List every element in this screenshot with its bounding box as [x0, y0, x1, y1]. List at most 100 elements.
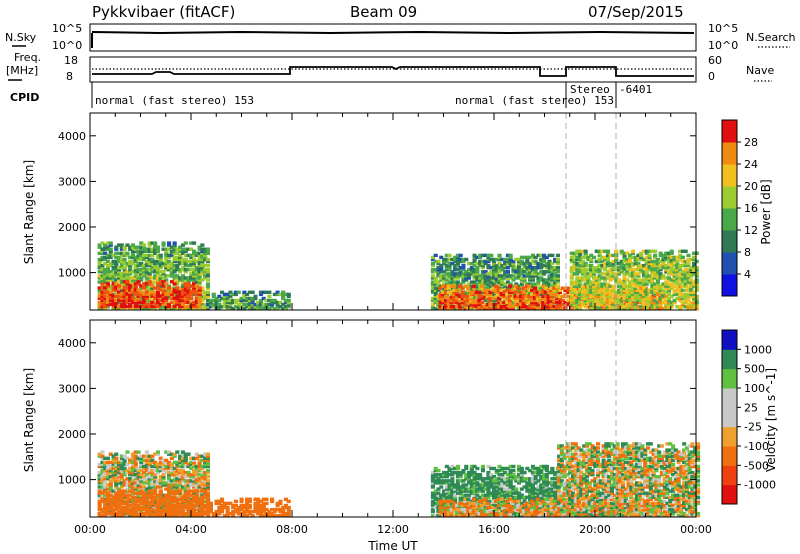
heatmap-cell — [103, 243, 108, 247]
heatmap-cell — [144, 491, 149, 495]
heatmap-cell — [155, 247, 160, 251]
heatmap-cell — [183, 296, 188, 300]
heatmap-cell — [694, 286, 699, 290]
heatmap-cell — [147, 477, 152, 481]
heatmap-cell — [189, 274, 194, 278]
heatmap-cell — [119, 505, 124, 510]
heatmap-cell — [433, 294, 438, 299]
heatmap-cell — [153, 501, 158, 506]
heatmap-cell — [661, 274, 666, 278]
heatmap-cell — [108, 253, 113, 258]
heatmap-cell — [439, 266, 444, 270]
heatmap-cell — [200, 512, 205, 516]
heatmap-cell — [111, 505, 116, 510]
heatmap-cell — [633, 272, 638, 276]
heatmap-cell — [172, 505, 177, 510]
heatmap-cell — [150, 253, 155, 258]
heatmap-cell — [642, 272, 647, 276]
heatmap-cell — [200, 257, 205, 262]
heatmap-cell — [655, 305, 660, 309]
heatmap-cell — [675, 286, 680, 290]
heatmap-cell — [111, 473, 116, 477]
heatmap-cell — [447, 257, 452, 262]
heatmap-cell — [105, 475, 110, 479]
heatmap-cell — [169, 296, 174, 300]
heatmap-cell — [103, 505, 108, 510]
heatmap-cell — [511, 266, 516, 270]
heatmap-cell — [186, 479, 191, 483]
heatmap-cell — [600, 263, 605, 268]
heatmap-cell — [144, 261, 149, 266]
heatmap-cell — [117, 473, 122, 477]
heatmap-cell — [128, 479, 133, 483]
heatmap-cell — [189, 460, 194, 465]
heatmap-cell — [683, 272, 688, 276]
heatmap-cell — [258, 302, 263, 307]
heatmap-cell — [164, 493, 169, 497]
heatmap-cell — [583, 296, 588, 301]
heatmap-cell — [153, 475, 158, 479]
heatmap-cell — [158, 464, 163, 469]
heatmap-cell — [167, 487, 172, 491]
heatmap-cell — [557, 302, 562, 307]
heatmap-cell — [650, 284, 655, 288]
heatmap-cell — [158, 477, 163, 481]
heatmap-cell — [130, 507, 135, 512]
heatmap-cell — [430, 274, 435, 278]
heatmap-cell — [661, 284, 666, 288]
heatmap-cell — [197, 274, 202, 278]
heatmap-cell — [183, 276, 188, 280]
heatmap-cell — [105, 470, 110, 475]
heatmap-cell — [114, 270, 119, 274]
heatmap-cell — [535, 296, 540, 301]
heatmap-cell — [125, 304, 130, 309]
heatmap-cell — [633, 288, 638, 292]
heatmap-cell — [592, 284, 597, 288]
heatmap-cell — [452, 284, 457, 288]
heatmap-cell — [686, 261, 691, 266]
heatmap-cell — [142, 491, 147, 495]
heatmap-cell — [533, 255, 538, 260]
heatmap-cell — [197, 300, 202, 305]
heatmap-cell — [142, 249, 147, 253]
heatmap-cell — [169, 479, 174, 483]
heatmap-cell — [563, 292, 568, 297]
heatmap-cell — [630, 292, 635, 297]
heatmap-cell — [575, 300, 580, 305]
heatmap-cell — [153, 495, 158, 499]
heatmap-cell — [475, 255, 480, 260]
heatmap-cell — [197, 294, 202, 299]
heatmap-cell — [647, 278, 652, 282]
heatmap-cell — [464, 270, 469, 274]
heatmap-cell — [650, 282, 655, 286]
heatmap-cell — [150, 507, 155, 512]
heatmap-cell — [597, 257, 602, 262]
heatmap-cell — [133, 497, 138, 501]
heatmap-cell — [258, 300, 263, 305]
heatmap-cell — [139, 276, 144, 280]
heatmap-cell — [549, 302, 554, 307]
heatmap-cell — [231, 292, 236, 297]
heatmap-cell — [180, 274, 185, 278]
heatmap-cell — [167, 470, 172, 475]
heatmap-cell — [128, 493, 133, 497]
heatmap-cell — [597, 253, 602, 258]
heatmap-cell — [483, 274, 488, 278]
heatmap-cell — [539, 270, 544, 274]
heatmap-cell — [438, 294, 443, 299]
heatmap-cell — [508, 292, 513, 297]
heatmap-cell — [175, 290, 180, 294]
heatmap-cell — [478, 288, 483, 292]
heatmap-cell — [430, 286, 435, 290]
heatmap-cell — [119, 284, 124, 288]
noise-right-tick-top: 10^5 — [708, 22, 738, 35]
heatmap-cell — [100, 296, 105, 300]
heatmap-cell — [267, 512, 272, 516]
heatmap-cell — [517, 259, 522, 264]
heatmap-cell — [600, 284, 605, 288]
heatmap-cell — [572, 251, 577, 255]
heatmap-cell — [144, 276, 149, 280]
heatmap-cell — [644, 276, 649, 280]
heatmap-cell — [136, 304, 141, 309]
heatmap-cell — [530, 268, 535, 272]
